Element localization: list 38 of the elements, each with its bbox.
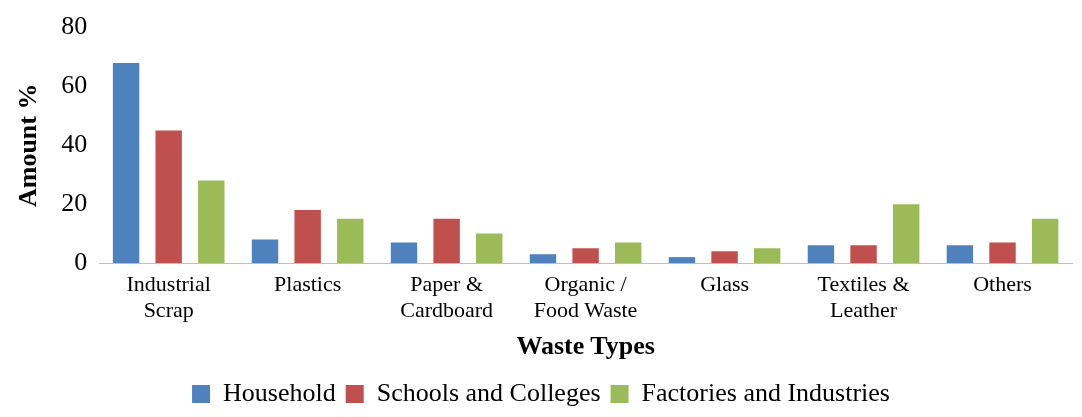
bar <box>155 130 182 263</box>
bar <box>1031 218 1059 263</box>
bar <box>529 254 557 263</box>
x-tick-label: Industrial Scrap <box>126 270 211 323</box>
x-tick-label: Plastics <box>274 270 342 296</box>
y-tick-label: 80 <box>61 11 88 41</box>
x-tick-label: Paper & Cardboard <box>400 270 494 323</box>
y-tick-label: 0 <box>74 246 88 276</box>
bar <box>433 218 460 263</box>
bar <box>892 204 920 263</box>
y-tick-label: 20 <box>61 187 88 217</box>
y-tick-label: 60 <box>61 70 88 100</box>
x-axis-title: Waste Types <box>516 331 655 361</box>
bar <box>946 245 974 263</box>
bar <box>572 248 599 263</box>
bar <box>112 62 140 263</box>
legend-label: Household <box>223 377 336 407</box>
bar <box>668 257 696 263</box>
bar <box>807 245 835 263</box>
bar <box>337 218 364 263</box>
bar <box>294 210 321 263</box>
x-tick-label: Others <box>973 270 1032 296</box>
y-tick-label: 40 <box>61 129 88 159</box>
y-axis-title: Amount % <box>13 83 43 208</box>
x-tick-label: Organic / Food Waste <box>533 270 638 323</box>
bar <box>251 239 279 263</box>
x-tick-label: Textiles & Leather <box>817 270 910 323</box>
x-tick-label: Glass <box>700 270 750 296</box>
legend-label: Schools and Colleges <box>376 377 601 407</box>
bar <box>989 242 1016 263</box>
bar <box>850 245 877 263</box>
bar <box>711 251 738 263</box>
bar <box>476 233 503 263</box>
bar <box>753 248 781 263</box>
bar <box>198 180 225 263</box>
bar <box>390 242 418 263</box>
bar <box>615 242 642 263</box>
legend-label: Factories and Industries <box>641 377 890 407</box>
